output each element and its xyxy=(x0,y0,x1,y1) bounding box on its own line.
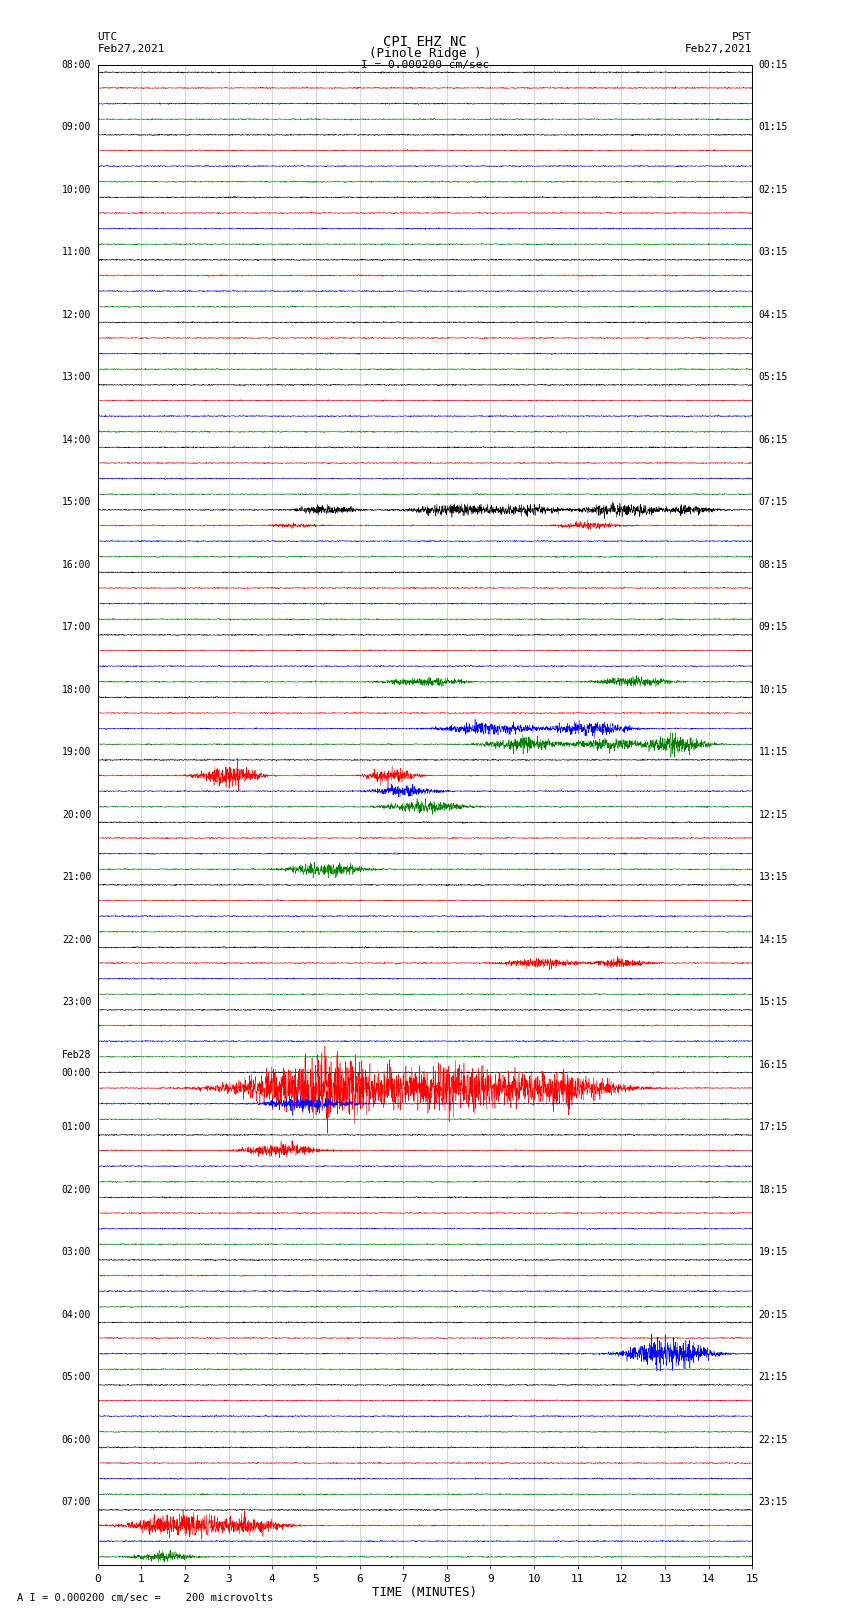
Text: 01:00: 01:00 xyxy=(62,1123,91,1132)
Text: 06:00: 06:00 xyxy=(62,1434,91,1445)
Text: 23:15: 23:15 xyxy=(759,1497,788,1507)
Text: 21:00: 21:00 xyxy=(62,873,91,882)
Text: 09:15: 09:15 xyxy=(759,623,788,632)
Text: 17:00: 17:00 xyxy=(62,623,91,632)
Text: 13:15: 13:15 xyxy=(759,873,788,882)
Text: 20:15: 20:15 xyxy=(759,1310,788,1319)
Text: 10:15: 10:15 xyxy=(759,684,788,695)
Text: UTC: UTC xyxy=(98,32,118,42)
Text: Feb27,2021: Feb27,2021 xyxy=(685,44,752,53)
Text: 17:15: 17:15 xyxy=(759,1123,788,1132)
Text: 04:15: 04:15 xyxy=(759,310,788,319)
X-axis label: TIME (MINUTES): TIME (MINUTES) xyxy=(372,1587,478,1600)
Text: 15:00: 15:00 xyxy=(62,497,91,506)
Text: 12:15: 12:15 xyxy=(759,810,788,819)
Text: 09:00: 09:00 xyxy=(62,123,91,132)
Text: 14:00: 14:00 xyxy=(62,434,91,445)
Text: 15:15: 15:15 xyxy=(759,997,788,1007)
Text: 22:15: 22:15 xyxy=(759,1434,788,1445)
Text: 19:00: 19:00 xyxy=(62,747,91,756)
Text: A I = 0.000200 cm/sec =    200 microvolts: A I = 0.000200 cm/sec = 200 microvolts xyxy=(17,1594,273,1603)
Text: 02:00: 02:00 xyxy=(62,1184,91,1195)
Text: Feb28: Feb28 xyxy=(62,1050,91,1060)
Text: 07:15: 07:15 xyxy=(759,497,788,506)
Text: 13:00: 13:00 xyxy=(62,373,91,382)
Text: 18:00: 18:00 xyxy=(62,684,91,695)
Text: 06:15: 06:15 xyxy=(759,434,788,445)
Text: 11:15: 11:15 xyxy=(759,747,788,756)
Text: 04:00: 04:00 xyxy=(62,1310,91,1319)
Text: 12:00: 12:00 xyxy=(62,310,91,319)
Text: CPI EHZ NC: CPI EHZ NC xyxy=(383,35,467,50)
Text: 19:15: 19:15 xyxy=(759,1247,788,1257)
Text: 08:00: 08:00 xyxy=(62,60,91,69)
Text: 00:00: 00:00 xyxy=(62,1068,91,1077)
Text: 22:00: 22:00 xyxy=(62,934,91,945)
Text: 23:00: 23:00 xyxy=(62,997,91,1007)
Text: 05:15: 05:15 xyxy=(759,373,788,382)
Text: 03:15: 03:15 xyxy=(759,247,788,256)
Text: (Pinole Ridge ): (Pinole Ridge ) xyxy=(369,47,481,60)
Text: 20:00: 20:00 xyxy=(62,810,91,819)
Text: I = 0.000200 cm/sec: I = 0.000200 cm/sec xyxy=(361,60,489,69)
Text: 10:00: 10:00 xyxy=(62,184,91,195)
Text: 16:00: 16:00 xyxy=(62,560,91,569)
Text: 21:15: 21:15 xyxy=(759,1373,788,1382)
Text: 14:15: 14:15 xyxy=(759,934,788,945)
Text: PST: PST xyxy=(732,32,752,42)
Text: 18:15: 18:15 xyxy=(759,1184,788,1195)
Text: 16:15: 16:15 xyxy=(759,1060,788,1069)
Text: 08:15: 08:15 xyxy=(759,560,788,569)
Text: 07:00: 07:00 xyxy=(62,1497,91,1507)
Text: 02:15: 02:15 xyxy=(759,184,788,195)
Text: 11:00: 11:00 xyxy=(62,247,91,256)
Text: 03:00: 03:00 xyxy=(62,1247,91,1257)
Text: 01:15: 01:15 xyxy=(759,123,788,132)
Text: 05:00: 05:00 xyxy=(62,1373,91,1382)
Text: 00:15: 00:15 xyxy=(759,60,788,69)
Text: Feb27,2021: Feb27,2021 xyxy=(98,44,165,53)
